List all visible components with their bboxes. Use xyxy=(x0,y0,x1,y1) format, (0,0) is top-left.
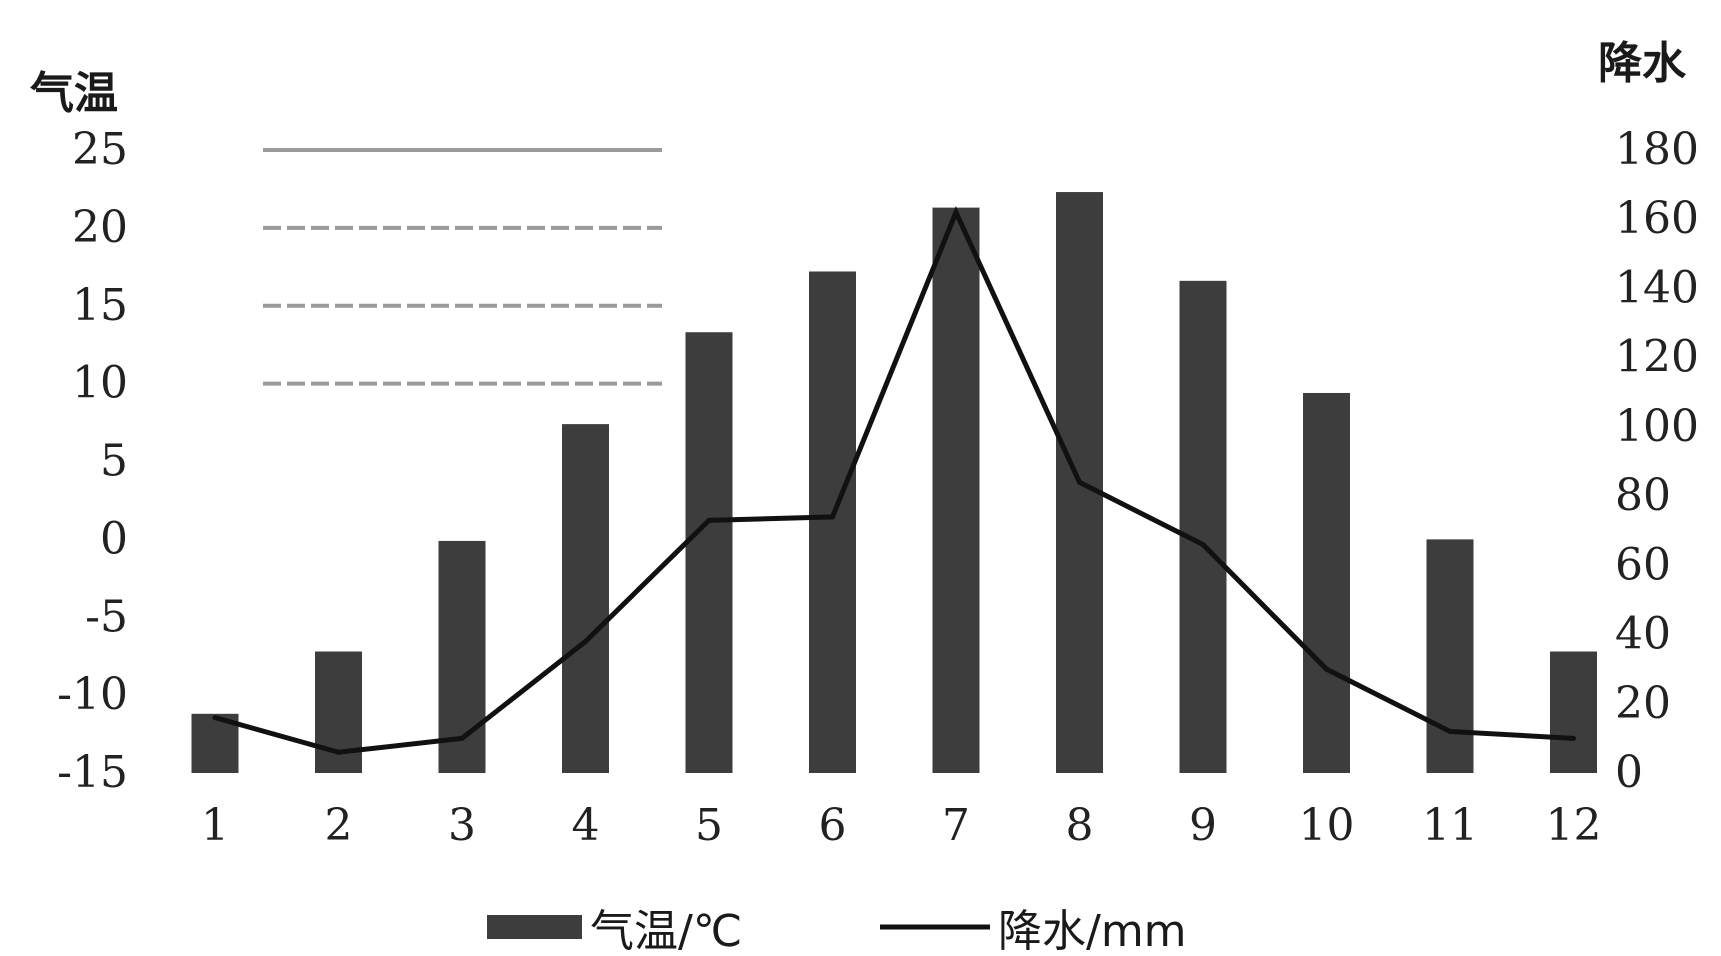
temperature-bar xyxy=(1550,651,1597,773)
right-tick-label: 140 xyxy=(1615,262,1699,313)
precipitation-point xyxy=(583,638,588,644)
partial-gridlines xyxy=(263,148,662,386)
x-tick-label: 12 xyxy=(1546,800,1602,851)
x-axis-ticks: 1 2 3 4 5 6 7 8 9 10 11 12 xyxy=(201,800,1602,851)
legend: 气温/℃ 降水/mm xyxy=(487,906,1187,956)
x-tick-label: 10 xyxy=(1299,800,1355,851)
precipitation-point xyxy=(1447,728,1453,734)
left-tick-label: -5 xyxy=(85,591,128,642)
temperature-bar xyxy=(685,332,733,773)
left-axis-title: 气温 xyxy=(30,68,118,119)
left-tick-label: 25 xyxy=(72,124,128,175)
right-tick-label: 20 xyxy=(1615,678,1671,729)
precipitation-line xyxy=(214,205,1574,755)
right-tick-label: 160 xyxy=(1615,193,1699,244)
right-tick-label: 0 xyxy=(1615,747,1643,798)
right-tick-label: 40 xyxy=(1615,609,1671,660)
temperature-bar xyxy=(438,540,486,773)
x-tick-label: 9 xyxy=(1189,800,1217,851)
temperature-bar xyxy=(1426,539,1474,773)
temperature-bar xyxy=(315,651,362,773)
x-tick-label: 2 xyxy=(325,800,353,851)
left-tick-label: 15 xyxy=(72,280,128,331)
left-tick-label: 10 xyxy=(72,358,128,409)
x-tick-label: 1 xyxy=(201,800,229,851)
left-axis-ticks: 25 20 15 10 5 0 -5 -10 -15 xyxy=(57,124,128,798)
left-tick-label: -15 xyxy=(57,747,128,798)
right-tick-label: 120 xyxy=(1615,332,1699,383)
right-axis-title: 降水 xyxy=(1598,38,1687,89)
temperature-bars xyxy=(191,192,1597,774)
left-tick-label: 0 xyxy=(100,513,128,564)
x-tick-label: 5 xyxy=(695,800,723,851)
right-axis-ticks: 180 160 140 120 100 80 60 40 20 0 xyxy=(1615,124,1699,798)
x-tick-label: 4 xyxy=(572,800,600,851)
left-tick-label: 5 xyxy=(100,436,128,487)
right-tick-label: 80 xyxy=(1615,470,1671,521)
left-tick-label: -10 xyxy=(57,669,128,720)
temperature-bar xyxy=(809,271,856,773)
right-tick-label: 60 xyxy=(1615,539,1671,590)
precipitation-point xyxy=(1571,735,1576,741)
precipitation-point xyxy=(1324,666,1329,672)
temperature-bar xyxy=(1179,280,1227,773)
precipitation-point xyxy=(706,517,712,523)
precipitation-point xyxy=(212,715,218,721)
temperature-bar xyxy=(932,207,980,773)
legend-temperature-label: 气温/℃ xyxy=(590,906,742,956)
left-tick-label: 20 xyxy=(72,202,128,253)
precipitation-point xyxy=(459,735,465,741)
right-tick-label: 180 xyxy=(1615,124,1699,175)
x-tick-label: 7 xyxy=(942,800,970,851)
legend-precipitation-label: 降水/mm xyxy=(998,906,1187,956)
precipitation-line-layer xyxy=(212,205,1576,755)
x-tick-label: 3 xyxy=(448,800,476,851)
precipitation-point xyxy=(830,514,835,520)
precipitation-point xyxy=(953,209,959,215)
temperature-bar xyxy=(562,424,609,773)
temperature-bar xyxy=(1303,392,1350,773)
precipitation-point xyxy=(1200,542,1206,548)
x-tick-label: 8 xyxy=(1066,800,1094,851)
x-tick-label: 11 xyxy=(1422,800,1478,851)
x-tick-label: 6 xyxy=(819,800,847,851)
legend-bar-swatch xyxy=(487,915,582,939)
right-tick-label: 100 xyxy=(1615,401,1699,452)
precipitation-point xyxy=(1077,479,1082,485)
precipitation-point xyxy=(336,749,341,755)
